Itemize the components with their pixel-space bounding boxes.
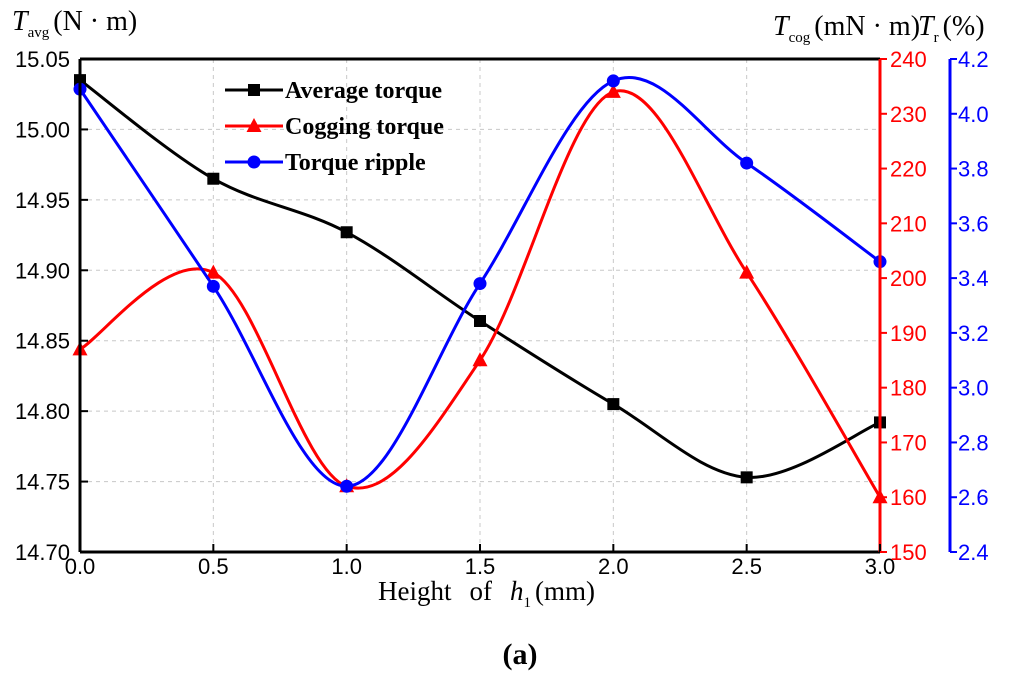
x-axis-title-paren-open: ( <box>535 576 544 606</box>
data-point-cogging-torque <box>472 352 488 367</box>
left-y-tick-label: 14.75 <box>15 470 70 495</box>
x-tick-label: 0.0 <box>65 554 96 579</box>
axis-title-subscript: r <box>934 30 939 46</box>
right-y-tick-label-cogging: 230 <box>890 102 927 127</box>
x-tick-label: 1.0 <box>331 554 362 579</box>
axis-title-paren-open: ( <box>814 11 823 42</box>
x-axis-title-unit: mm <box>544 576 586 606</box>
right-y-tick-label-ripple: 3.8 <box>958 157 989 182</box>
right-y-tick-label-ripple: 2.8 <box>958 430 989 455</box>
axis-title-paren-close: ) <box>911 11 920 42</box>
right-y-tick-label-ripple: 3.6 <box>958 211 989 236</box>
left-y-tick-label: 15.00 <box>15 117 70 142</box>
axis-title-symbol: T <box>773 11 791 42</box>
axis-title-symbol: T <box>918 11 936 42</box>
axis-title-subscript: avg <box>28 25 50 41</box>
right-y-tick-label-cogging: 160 <box>890 485 927 510</box>
right-y-tick-label-ripple: 3.2 <box>958 321 989 346</box>
x-axis-title-word: Height <box>378 576 452 606</box>
data-point-cogging-torque <box>605 83 621 98</box>
right-y-tick-label-ripple: 4.2 <box>958 47 989 72</box>
right-y-tick-label-cogging: 220 <box>890 157 927 182</box>
right-y-tick-label-cogging: 200 <box>890 266 927 291</box>
legend-label-torque-ripple: Torque ripple <box>285 150 426 176</box>
right-axis-ripple-title: Tr (%) <box>918 11 985 46</box>
legend-marker-cogging-torque <box>246 118 262 132</box>
data-point-cogging-torque <box>205 264 221 279</box>
data-point-torque-ripple <box>340 479 354 493</box>
left-y-tick-label: 15.05 <box>15 47 70 72</box>
axis-title-paren-close: ) <box>975 11 984 42</box>
legend-label-average-torque: Average torque <box>285 78 442 104</box>
right-y-tick-label-cogging: 180 <box>890 376 927 401</box>
right-y-tick-label-ripple: 3.0 <box>958 376 989 401</box>
legend: Average torque Cogging torque Torque rippl… <box>225 78 444 176</box>
x-tick-label: 1.5 <box>465 554 496 579</box>
data-point-average-torque <box>607 398 620 411</box>
x-axis-title-word: of <box>470 576 493 606</box>
right-y-tick-label-ripple: 4.0 <box>958 102 989 127</box>
right-axis-cogging-title: Tcog (mN · m) <box>773 11 920 46</box>
data-point-average-torque <box>740 471 753 484</box>
data-point-torque-ripple <box>206 279 220 293</box>
right-y-tick-label-ripple: 3.4 <box>958 266 989 291</box>
axis-title-paren-open: ( <box>943 11 952 42</box>
x-axis-title-subscript: 1 <box>524 595 532 611</box>
x-axis-title-paren-close: ) <box>586 576 595 606</box>
data-point-average-torque <box>207 172 220 185</box>
x-tick-label: 2.0 <box>598 554 629 579</box>
right-y-tick-label-cogging: 170 <box>890 430 927 455</box>
axis-title-symbol: T <box>12 6 30 37</box>
series-layer <box>72 74 888 504</box>
right-y-tick-label-cogging: 240 <box>890 47 927 72</box>
left-y-tick-label: 14.70 <box>15 540 70 565</box>
data-point-torque-ripple <box>606 74 620 88</box>
labels: 0.0 0.5 1.0 1.5 2.0 2.5 3.0 14.70 14.75 14.80 14.8… <box>12 6 989 671</box>
x-tick-label: 3.0 <box>865 554 896 579</box>
grid <box>80 59 880 552</box>
x-tick-label: 2.5 <box>731 554 762 579</box>
left-axis-title: Tavg (N · m) <box>12 6 137 41</box>
right-y-tick-label-cogging: 210 <box>890 211 927 236</box>
left-y-tick-label: 14.95 <box>15 188 70 213</box>
figure-caption: (a) <box>503 638 538 671</box>
data-point-torque-ripple <box>740 156 754 170</box>
axes <box>78 57 957 554</box>
axis-title-paren-open: ( <box>53 6 62 37</box>
x-tick-label: 0.5 <box>198 554 229 579</box>
legend-label-cogging-torque: Cogging torque <box>285 114 444 140</box>
legend-marker-torque-ripple <box>247 155 261 169</box>
right-y-tick-label-ripple: 2.4 <box>958 540 989 565</box>
data-point-torque-ripple <box>473 277 487 291</box>
right-y-tick-label-cogging: 150 <box>890 540 927 565</box>
x-axis-title-symbol: h <box>510 576 524 606</box>
left-y-tick-label: 14.90 <box>15 258 70 283</box>
axis-title-paren-close: ) <box>128 6 137 37</box>
axis-title-subscript: cog <box>789 30 811 46</box>
x-axis-title: Height of h1 (mm) <box>378 576 595 611</box>
data-point-cogging-torque <box>739 264 755 279</box>
legend-marker-average-torque <box>248 84 260 96</box>
left-y-tick-label: 14.85 <box>15 329 70 354</box>
left-y-tick-label: 14.80 <box>15 399 70 424</box>
axis-title-unit: N · m <box>63 6 129 37</box>
axis-title-unit: % <box>952 11 975 42</box>
axis-title-unit: mN · m <box>824 11 911 42</box>
right-y-tick-label-ripple: 2.6 <box>958 485 989 510</box>
data-point-average-torque <box>474 314 486 327</box>
data-point-average-torque <box>340 226 353 239</box>
right-y-tick-label-cogging: 190 <box>890 321 927 346</box>
